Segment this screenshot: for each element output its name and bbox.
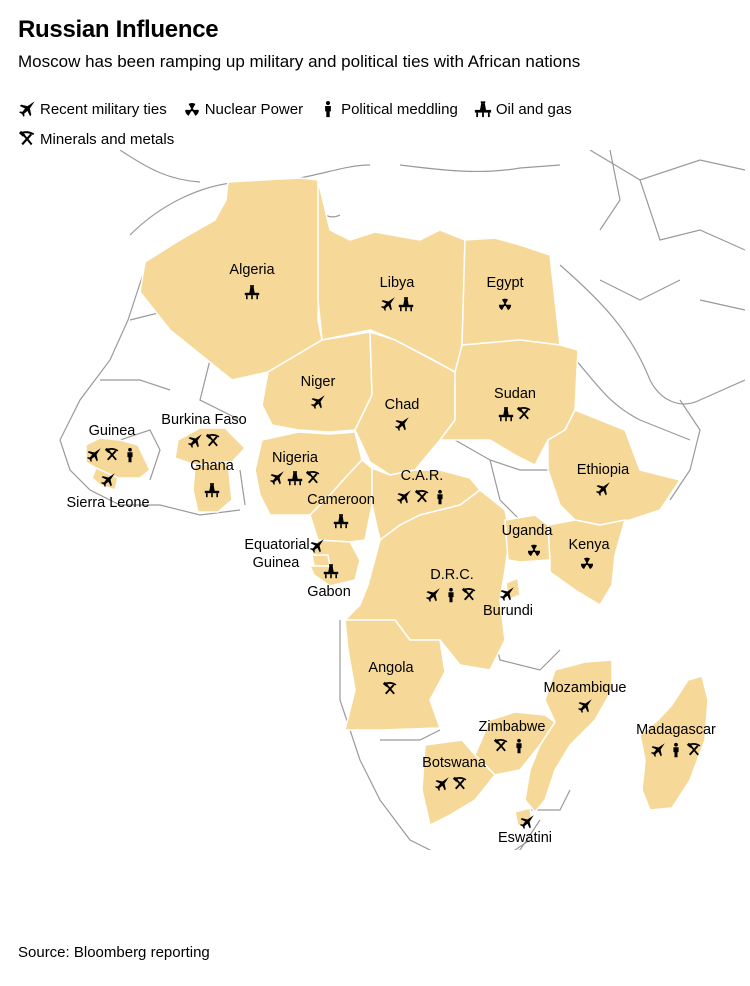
legend-item-political: Political meddling xyxy=(319,100,458,118)
map-title: Russian Influence xyxy=(18,16,219,43)
fighter-jet-icon xyxy=(18,100,36,118)
legend-item-minerals: Minerals and metals xyxy=(18,130,174,148)
country-shape-angola xyxy=(344,619,446,731)
label-chad: Chad xyxy=(385,397,420,413)
oil-rig-icon xyxy=(474,100,492,118)
country-shape-ethiopia xyxy=(547,409,681,526)
label-libya: Libya xyxy=(380,275,416,291)
label-drc: D.R.C. xyxy=(430,567,474,583)
label-nigeria: Nigeria xyxy=(272,450,319,466)
person-icon xyxy=(319,100,337,118)
label-car: C.A.R. xyxy=(401,468,444,484)
label-angola: Angola xyxy=(368,660,414,676)
country-shape-madagascar xyxy=(639,675,709,811)
legend-label-nuclear: Nuclear Power xyxy=(204,100,304,118)
label-sierra-leone: Sierra Leone xyxy=(66,495,149,511)
country-shape-niger xyxy=(261,331,373,433)
label-egypt: Egypt xyxy=(486,275,523,291)
label-burkina-faso: Burkina Faso xyxy=(161,412,246,428)
legend-item-nuclear: Nuclear Power xyxy=(183,100,303,118)
label-eq-guinea-line2: Guinea xyxy=(253,555,301,571)
country-shape-eq-guinea xyxy=(311,554,331,567)
source-note: Source: Bloomberg reporting xyxy=(18,944,210,961)
country-shape-cameroon xyxy=(309,459,373,543)
label-mozambique: Mozambique xyxy=(543,680,626,696)
country-labels: Algeria Libya Egypt Niger Chad Sudan Gui… xyxy=(66,262,716,846)
label-gabon: Gabon xyxy=(307,584,351,600)
label-zimbabwe: Zimbabwe xyxy=(479,719,546,735)
label-ghana: Ghana xyxy=(190,458,234,474)
legend: Recent military ties Nuclear Power Polit… xyxy=(18,98,718,158)
label-eswatini: Eswatini xyxy=(498,830,552,846)
hammer-pick-icon xyxy=(18,130,36,148)
label-madagascar: Madagascar xyxy=(636,722,716,738)
label-botswana: Botswana xyxy=(422,755,487,771)
legend-label-political: Political meddling xyxy=(341,100,458,118)
label-cameroon: Cameroon xyxy=(307,492,375,508)
country-shape-guinea xyxy=(85,437,151,479)
legend-item-military: Recent military ties xyxy=(18,100,167,118)
label-sudan: Sudan xyxy=(494,386,536,402)
label-burundi: Burundi xyxy=(483,603,533,619)
highlighted-countries xyxy=(85,177,709,827)
legend-item-oil: Oil and gas xyxy=(474,100,572,118)
country-shape-egypt xyxy=(461,237,561,346)
label-algeria: Algeria xyxy=(229,262,275,278)
label-guinea: Guinea xyxy=(89,423,137,439)
legend-label-minerals: Minerals and metals xyxy=(40,130,175,148)
legend-label-oil: Oil and gas xyxy=(495,100,572,118)
map-subtitle: Moscow has been ramping up military and … xyxy=(18,52,581,71)
label-ethiopia: Ethiopia xyxy=(577,462,630,478)
africa-map: Algeria Libya Egypt Niger Chad Sudan Gui… xyxy=(59,150,746,850)
label-kenya: Kenya xyxy=(568,537,610,553)
country-shape-burkina-faso xyxy=(174,427,246,466)
label-uganda: Uganda xyxy=(502,523,554,539)
label-niger: Niger xyxy=(301,374,336,390)
radiation-icon xyxy=(183,100,201,118)
legend-label-military: Recent military ties xyxy=(40,100,167,118)
country-shape-gabon xyxy=(309,539,361,587)
label-eq-guinea-line1: Equatorial xyxy=(244,537,309,553)
country-shape-algeria xyxy=(139,177,323,381)
